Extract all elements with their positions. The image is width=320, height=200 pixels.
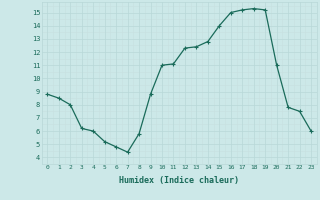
X-axis label: Humidex (Indice chaleur): Humidex (Indice chaleur) [119,176,239,185]
